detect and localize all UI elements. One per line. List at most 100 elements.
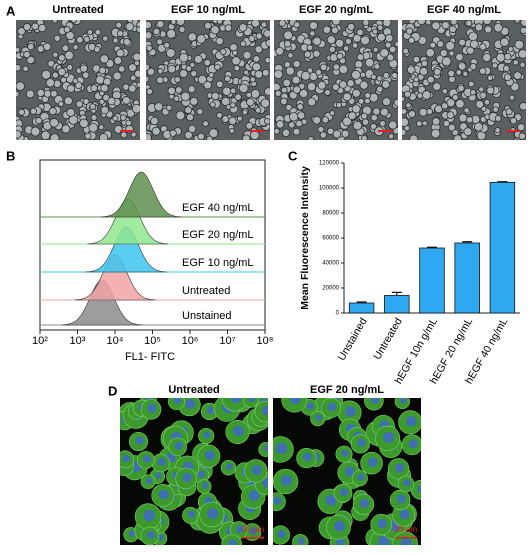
cell: [300, 70, 311, 81]
nucleus: [357, 438, 366, 447]
cell: [66, 84, 76, 93]
cell: [338, 64, 349, 75]
nucleus: [334, 520, 345, 532]
x-tick-label: 10²: [32, 335, 48, 347]
cell: [282, 78, 291, 88]
cell: [361, 118, 370, 126]
nucleus: [187, 510, 196, 519]
nucleus: [344, 466, 355, 477]
cell: [499, 37, 510, 47]
cell: [335, 38, 345, 48]
cell: [351, 70, 361, 80]
nucleus: [157, 457, 166, 467]
cell: [122, 83, 130, 91]
cell: [431, 117, 441, 126]
cell: [426, 75, 435, 84]
cell: [466, 116, 474, 124]
image-title: EGF 20 ng/mL: [310, 384, 384, 396]
cell: [429, 41, 437, 49]
cell: [16, 63, 22, 72]
cell: [115, 21, 123, 29]
cell: [190, 70, 198, 78]
cell: [326, 35, 336, 45]
cell: [329, 110, 336, 116]
cell: [380, 107, 389, 117]
bar: [454, 242, 480, 314]
scale-bar: [506, 130, 520, 132]
cell: [321, 116, 330, 124]
cell: [292, 85, 301, 94]
scale-bar: [378, 130, 392, 132]
cell: [482, 53, 492, 63]
cell: [469, 39, 479, 49]
cell: [25, 89, 35, 99]
cell: [23, 50, 31, 59]
cell: [342, 116, 352, 127]
cell: [495, 52, 506, 63]
cell: [74, 81, 83, 89]
image-title: Untreated: [168, 384, 219, 396]
nucleus: [206, 406, 215, 415]
cell: [347, 22, 356, 31]
cell: [36, 45, 45, 53]
cell: [402, 47, 410, 55]
image-title: Untreated: [52, 4, 103, 16]
cell: [150, 116, 159, 126]
cell: [407, 36, 416, 44]
cell: [214, 63, 221, 71]
cell: [436, 40, 445, 48]
cell: [331, 20, 341, 26]
cell: [372, 107, 381, 116]
cell: [156, 20, 165, 29]
micrograph: [402, 20, 526, 140]
cell: [405, 102, 412, 109]
cells: [146, 20, 270, 140]
nucleus: [147, 403, 157, 413]
cell: [403, 90, 412, 98]
cell: [317, 80, 327, 90]
cell: [324, 89, 331, 96]
cell: [187, 32, 197, 42]
image-title: EGF 20 ng/mL: [299, 4, 373, 16]
cell: [196, 108, 204, 116]
y-tick-label: 80000: [322, 211, 339, 217]
cell: [384, 33, 394, 43]
cell: [234, 93, 242, 101]
cell: [16, 130, 22, 139]
cell: [49, 118, 59, 128]
panel-label: B: [6, 148, 15, 163]
nucleus: [359, 498, 370, 508]
cell: [146, 31, 153, 40]
cell: [243, 69, 250, 76]
cell: [211, 91, 220, 101]
cell: [264, 56, 270, 64]
cell: [210, 25, 220, 35]
cell: [480, 105, 487, 112]
cell: [312, 115, 321, 125]
nucleus: [143, 509, 155, 522]
cell: [215, 37, 224, 46]
cell: [469, 89, 477, 96]
cell: [319, 63, 328, 72]
cell: [491, 62, 499, 69]
cell: [255, 32, 263, 40]
nucleus: [377, 518, 387, 529]
cell: [246, 97, 255, 107]
cell: [406, 65, 416, 75]
cell: [503, 73, 512, 82]
bar: [489, 181, 516, 314]
cell: [79, 118, 89, 129]
cell: [402, 96, 406, 102]
cell: [128, 84, 137, 93]
cell: [280, 97, 288, 106]
cell: [487, 74, 494, 81]
cell: [173, 95, 180, 102]
cell: [402, 128, 407, 137]
cell: [274, 127, 281, 135]
nucleus: [289, 398, 302, 405]
nucleus: [367, 457, 378, 468]
cell: [146, 20, 153, 30]
cell: [370, 123, 377, 130]
cell: [307, 136, 315, 140]
cell: [30, 126, 41, 137]
